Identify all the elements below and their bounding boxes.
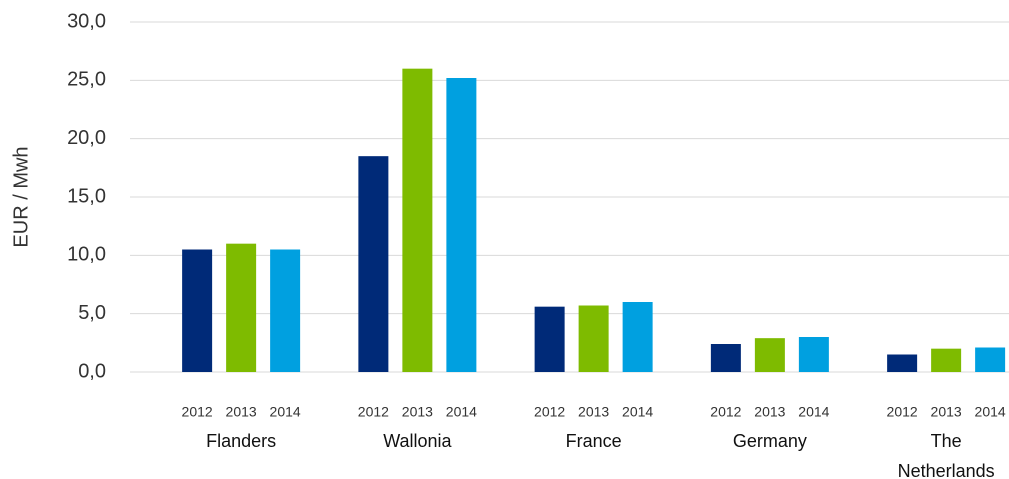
bar — [887, 354, 918, 372]
bar — [358, 156, 389, 372]
bar — [534, 306, 565, 372]
bar-year-label: 2012 — [534, 404, 565, 420]
bar-year-label: 2013 — [754, 404, 785, 420]
y-tick-label: 5,0 — [78, 302, 106, 324]
bar — [798, 337, 829, 372]
bar — [446, 78, 477, 372]
bar-year-label: 2012 — [182, 404, 213, 420]
y-tick-label: 25,0 — [67, 69, 106, 91]
x-tick-label: France — [565, 431, 622, 451]
bar — [182, 249, 213, 372]
x-tick-label: Wallonia — [383, 431, 452, 451]
bar-year-label: 2012 — [358, 404, 389, 420]
y-tick-label: 0,0 — [78, 360, 106, 382]
y-axis-label: EUR / Mwh — [10, 146, 32, 247]
y-tick-label: 10,0 — [67, 244, 106, 266]
bar — [402, 68, 433, 373]
x-tick-label: Germany — [732, 431, 807, 451]
x-tick-label: The Netherlands — [897, 431, 995, 479]
bar — [975, 347, 1006, 372]
y-tick-label: 15,0 — [67, 185, 106, 207]
bar — [622, 302, 653, 372]
bar-year-label: 2013 — [578, 404, 609, 420]
bar-year-label: 2014 — [622, 404, 653, 420]
bar — [226, 243, 257, 372]
bar — [578, 305, 609, 372]
x-tick-label: Flanders — [206, 431, 277, 451]
bar — [710, 344, 741, 372]
bar-year-label: 2014 — [446, 404, 477, 420]
bar — [754, 338, 785, 372]
bar — [931, 348, 962, 372]
bar-year-label: 2013 — [402, 404, 433, 420]
bar — [270, 249, 301, 372]
bar-year-label: 2012 — [710, 404, 741, 420]
bar-year-label: 2012 — [887, 404, 918, 420]
bar-year-label: 2014 — [270, 404, 301, 420]
bar-year-label: 2014 — [975, 404, 1006, 420]
y-tick-label: 30,0 — [67, 10, 106, 32]
bar-year-label: 2013 — [931, 404, 962, 420]
bar-year-label: 2013 — [226, 404, 257, 420]
bar-year-label: 2014 — [798, 404, 829, 420]
y-tick-label: 20,0 — [67, 127, 106, 149]
